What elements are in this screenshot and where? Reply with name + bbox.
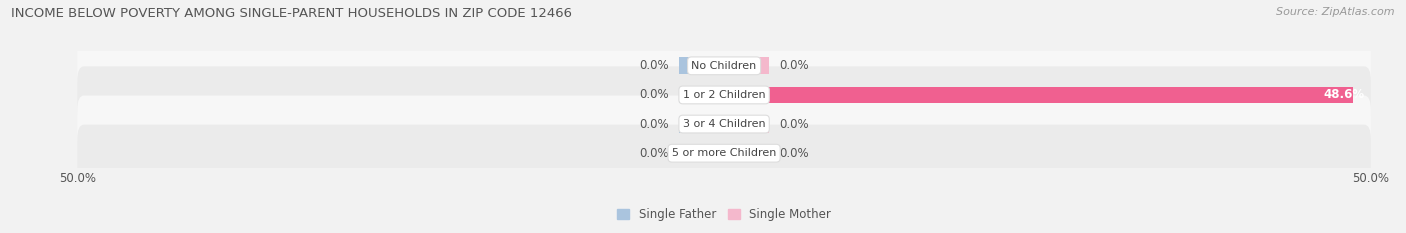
Text: 0.0%: 0.0% [638,89,668,101]
Text: Source: ZipAtlas.com: Source: ZipAtlas.com [1277,7,1395,17]
Legend: Single Father, Single Mother: Single Father, Single Mother [613,203,835,226]
FancyBboxPatch shape [77,125,1371,182]
Text: No Children: No Children [692,61,756,71]
Bar [724,57,769,74]
Text: 0.0%: 0.0% [638,118,668,130]
Text: 3 or 4 Children: 3 or 4 Children [683,119,765,129]
Bar [679,145,724,162]
Bar [679,57,724,74]
Text: 0.0%: 0.0% [780,147,810,160]
Text: 48.6%: 48.6% [1323,89,1364,101]
FancyBboxPatch shape [77,96,1371,153]
Bar [724,145,769,162]
Bar [724,86,1353,103]
Text: 0.0%: 0.0% [638,59,668,72]
Text: INCOME BELOW POVERTY AMONG SINGLE-PARENT HOUSEHOLDS IN ZIP CODE 12466: INCOME BELOW POVERTY AMONG SINGLE-PARENT… [11,7,572,20]
FancyBboxPatch shape [77,37,1371,94]
Text: 0.0%: 0.0% [780,118,810,130]
Text: 5 or more Children: 5 or more Children [672,148,776,158]
FancyBboxPatch shape [77,66,1371,123]
Text: 0.0%: 0.0% [780,59,810,72]
Text: 0.0%: 0.0% [638,147,668,160]
Bar [679,116,724,133]
Bar [679,86,724,103]
Text: 1 or 2 Children: 1 or 2 Children [683,90,765,100]
Bar [724,116,769,133]
